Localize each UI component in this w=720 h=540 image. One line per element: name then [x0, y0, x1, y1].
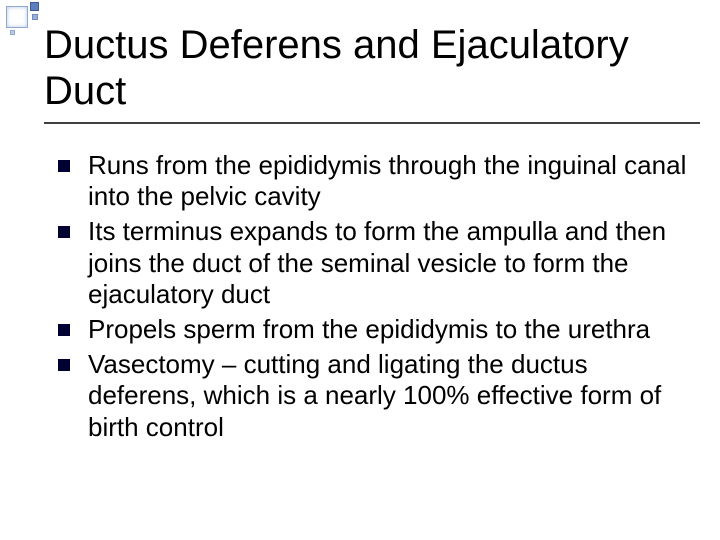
corner-decoration: [0, 0, 44, 34]
bullet-list: Runs from the epididymis through the ing…: [58, 150, 690, 447]
deco-square-large: [6, 6, 28, 28]
deco-square-small-3: [10, 30, 15, 35]
deco-square-small-1: [30, 2, 39, 11]
list-item: Propels sperm from the epididymis to the…: [58, 314, 690, 345]
bullet-text: Runs from the epididymis through the ing…: [88, 150, 690, 212]
bullet-text: Its terminus expands to form the ampulla…: [88, 216, 690, 310]
bullet-icon: [58, 160, 70, 172]
bullet-icon: [58, 324, 70, 336]
bullet-text: Vasectomy – cutting and ligating the duc…: [88, 349, 690, 443]
title-underline: [44, 122, 700, 124]
list-item: Vasectomy – cutting and ligating the duc…: [58, 349, 690, 443]
list-item: Runs from the epididymis through the ing…: [58, 150, 690, 212]
bullet-icon: [58, 359, 70, 371]
bullet-text: Propels sperm from the epididymis to the…: [88, 314, 690, 345]
title-container: Ductus Deferens and Ejaculatory Duct: [44, 22, 690, 114]
list-item: Its terminus expands to form the ampulla…: [58, 216, 690, 310]
bullet-icon: [58, 226, 70, 238]
deco-square-small-2: [32, 14, 38, 20]
slide-title: Ductus Deferens and Ejaculatory Duct: [44, 22, 690, 114]
